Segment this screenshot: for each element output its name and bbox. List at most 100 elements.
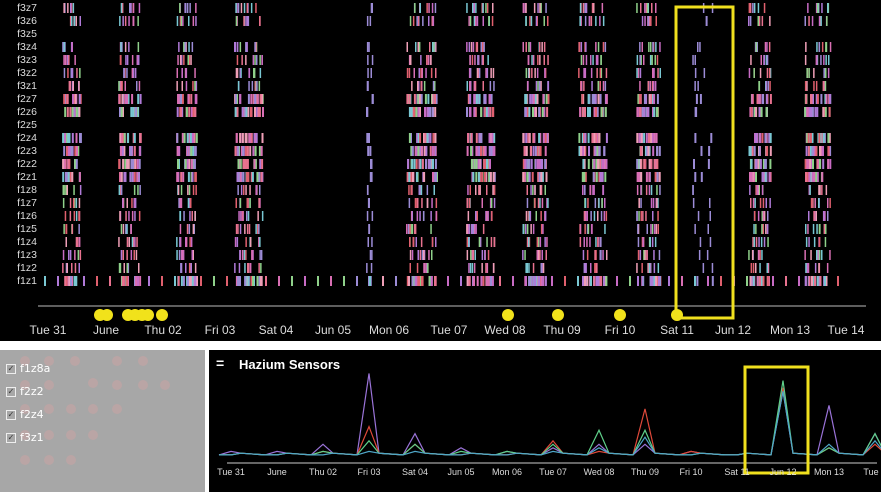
sensor-reading-mark [586,211,588,221]
event-marker[interactable] [101,309,113,321]
sensor-reading-mark [135,276,137,286]
sensor-reading-mark [181,55,183,65]
sensor-reading-mark [650,16,652,26]
sensor-reading-mark [415,159,418,169]
sensor-reading-mark [650,94,653,104]
sensor-reading-mark [821,3,823,13]
sensor-reading-mark [469,81,471,91]
sensor-reading-mark [138,146,141,156]
sensor-reading-mark [528,133,531,143]
sensor-reading-mark [636,133,639,143]
sensor-reading-mark [471,224,473,234]
sensor-reading-mark [711,263,714,273]
sensor-reading-mark [805,224,807,234]
sensor-reading-mark [815,172,818,182]
sensor-reading-mark [123,68,125,78]
sensor-reading-mark [647,263,649,273]
sensor-reading-mark [538,276,540,286]
sensor-reading-mark [133,133,136,143]
sensor-reading-mark [468,237,470,247]
sensor-reading-mark [483,94,486,104]
sensor-reading-mark [178,198,180,208]
sensor-reading-mark [237,159,240,169]
sensor-reading-mark [532,263,535,273]
sensor-reading-mark [769,133,772,143]
sensor-reading-mark [62,185,64,195]
sensor-reading-mark [435,211,437,221]
sensor-reading-mark [583,185,586,195]
sensor-reading-mark [65,237,67,247]
sensor-reading-mark [827,68,830,78]
checkbox[interactable]: ✓ [6,410,16,420]
sensor-reading-mark [807,146,810,156]
sensor-reading-mark [768,133,771,143]
sensor-reading-mark [536,94,539,104]
sensor-checkbox-item[interactable]: ✓ f2z2 [6,385,44,398]
sensor-reading-mark [470,146,473,156]
sensor-reading-mark [638,133,641,143]
sensor-reading-mark [584,224,586,234]
sensor-reading-mark [138,263,140,273]
checkbox[interactable]: ✓ [6,364,16,374]
sensor-reading-mark [192,133,194,143]
sensor-reading-mark [66,263,68,273]
sensor-reading-mark [489,276,492,286]
sensor-reading-mark [121,133,124,143]
event-marker[interactable] [552,309,564,321]
sensor-reading-mark [643,55,645,65]
sensor-reading-mark [234,237,237,247]
sensor-reading-mark [636,211,638,221]
sensor-reading-mark [650,159,653,169]
sensor-reading-mark [190,172,193,182]
sensor-reading-mark [523,146,526,156]
sensor-reading-mark [492,146,495,156]
sensor-reading-mark [460,276,462,286]
sensor-reading-mark [478,68,480,78]
checkbox[interactable]: ✓ [6,387,16,397]
sensor-reading-mark [587,224,590,234]
sensor-reading-mark [479,185,481,195]
sensor-reading-mark [767,211,769,221]
sensor-checkbox-item[interactable]: ✓ f2z4 [6,408,44,421]
sensor-reading-mark [236,55,239,65]
sensor-reading-mark [538,107,541,117]
sensor-reading-mark [752,198,755,208]
sensor-reading-mark [67,68,69,78]
event-marker[interactable] [614,309,626,321]
event-marker[interactable] [502,309,514,321]
sensor-reading-mark [639,159,642,169]
event-marker[interactable] [156,309,168,321]
sensor-reading-mark [317,276,319,286]
sensor-reading-mark [645,211,647,221]
sensor-reading-mark [489,81,492,91]
sensor-reading-mark [72,81,74,91]
sensor-reading-mark [132,107,135,117]
sensor-reading-mark [544,211,546,221]
sensor-reading-mark [645,3,648,13]
sensor-checkbox-item[interactable]: ✓ f1z8a [6,362,50,375]
sensor-reading-mark [260,263,262,273]
sensor-reading-mark [837,276,839,286]
sensor-reading-mark [423,81,426,91]
sensor-reading-mark [134,237,136,247]
sensor-reading-mark [487,211,489,221]
chart-axis-tick: Wed 08 [583,467,615,477]
sensor-reading-mark [493,198,496,208]
sensor-reading-mark [605,276,608,286]
sensor-checkbox-item[interactable]: ✓ f3z1 [6,431,44,444]
sensor-reading-mark [636,68,638,78]
menu-icon[interactable]: = [216,355,225,371]
sensor-reading-mark [431,107,434,117]
sensor-reading-mark [642,276,644,286]
sensor-reading-mark [176,133,179,143]
sensor-reading-mark [636,185,639,195]
sensor-reading-mark [236,172,239,182]
sensor-reading-mark [815,146,818,156]
checkbox[interactable]: ✓ [6,433,16,443]
sensor-reading-mark [131,198,133,208]
sensor-reading-mark [542,263,545,273]
event-marker[interactable] [142,309,154,321]
sensor-reading-mark [756,94,759,104]
sensor-reading-mark [808,185,810,195]
sensor-reading-mark [699,94,702,104]
